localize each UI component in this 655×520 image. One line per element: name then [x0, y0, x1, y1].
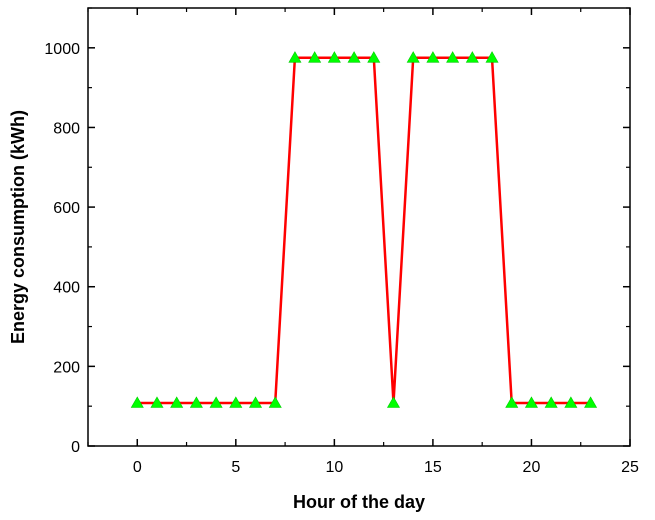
data-point-marker [524, 396, 538, 408]
x-axis-title: Hour of the day [293, 492, 425, 512]
data-point-marker [544, 396, 558, 408]
plot-frame [87, 7, 631, 447]
data-point-marker [426, 51, 440, 63]
y-tick-label: 800 [53, 120, 80, 137]
data-point-marker [249, 396, 263, 408]
data-point-marker [505, 396, 519, 408]
data-point-marker [564, 396, 578, 408]
data-point-marker [189, 396, 203, 408]
data-point-marker [209, 396, 223, 408]
data-point-marker [288, 51, 302, 63]
y-tick-label: 600 [53, 200, 80, 217]
x-tick-label: 20 [523, 459, 541, 476]
y-tick-label: 0 [71, 439, 80, 456]
data-point-marker [367, 51, 381, 63]
series-line [137, 56, 591, 405]
data-point-marker [327, 51, 341, 63]
y-axis: 0 200 400 600 800 1000 [44, 7, 630, 456]
data-point-marker [406, 51, 420, 63]
x-axis: 0 5 10 15 20 25 [87, 8, 639, 476]
series-layer [130, 51, 598, 408]
x-tick-label: 0 [133, 459, 142, 476]
data-point-marker [150, 396, 164, 408]
data-point-marker [308, 51, 322, 63]
x-tick-label: 25 [621, 459, 639, 476]
data-point-marker [485, 51, 499, 63]
y-axis-title: Energy consumption (kWh) [8, 110, 28, 344]
y-tick-label: 400 [53, 280, 80, 297]
x-tick-label: 10 [325, 459, 343, 476]
y-tick-label: 200 [53, 359, 80, 376]
data-point-marker [465, 51, 479, 63]
y-tick-label: 1000 [44, 41, 80, 58]
data-point-marker [347, 51, 361, 63]
data-point-marker [130, 396, 144, 408]
data-point-marker [446, 51, 460, 63]
data-point-marker [268, 396, 282, 408]
data-point-marker [584, 396, 598, 408]
data-point-marker [386, 396, 401, 408]
data-point-marker [229, 396, 243, 408]
x-tick-label: 15 [424, 459, 442, 476]
data-point-marker [170, 396, 184, 408]
x-tick-label: 5 [231, 459, 240, 476]
